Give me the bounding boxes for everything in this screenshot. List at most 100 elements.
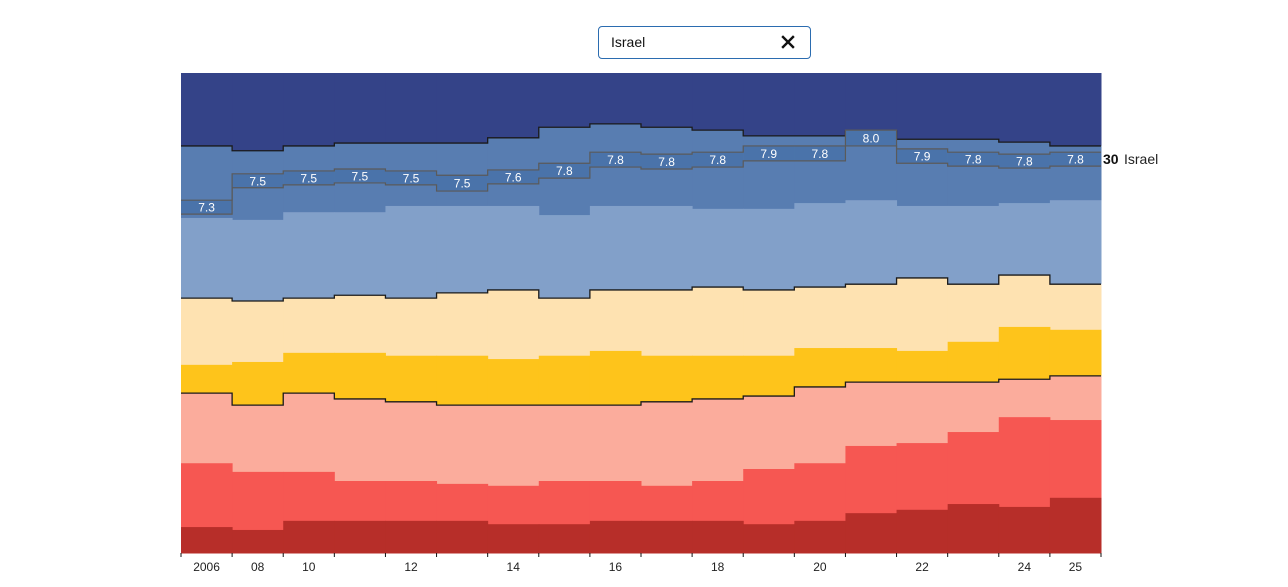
band-5-segment	[538, 355, 591, 406]
highlight-bottom-line	[181, 145, 1101, 215]
band-6-segment	[589, 405, 642, 482]
band-1-segment	[385, 73, 438, 144]
highlight-top-line	[181, 129, 1101, 201]
highlight-band-segment	[334, 169, 386, 183]
band-2-segment	[998, 142, 1051, 204]
band-3-segment	[487, 205, 540, 291]
band-1-segment	[743, 73, 795, 137]
boundary-line	[181, 375, 1101, 406]
band-8-segment	[641, 520, 693, 554]
highlight-value-label: 7.8	[812, 147, 829, 161]
end-label-rank: 30	[1103, 151, 1119, 167]
band-8-segment	[487, 524, 540, 554]
highlight-band-segment	[743, 145, 795, 161]
band-6-segment	[1049, 375, 1102, 421]
highlight-value-label: 7.9	[914, 150, 931, 164]
band-1-segment	[641, 73, 693, 128]
band-8-segment	[947, 504, 1000, 554]
band-1-segment	[998, 73, 1051, 143]
highlight-band-segment	[181, 200, 233, 215]
band-3-segment	[692, 208, 744, 288]
band-5-segment	[283, 352, 335, 394]
band-7-segment	[896, 443, 949, 511]
band-7-segment	[641, 485, 693, 522]
band-1-segment	[845, 73, 898, 132]
x-tick-label: 10	[302, 560, 316, 574]
band-4-segment	[845, 284, 898, 349]
band-7-segment	[845, 445, 898, 514]
search-input[interactable]	[611, 27, 771, 58]
close-icon-glyph	[781, 35, 795, 49]
band-3-segment	[794, 203, 846, 288]
band-7-segment	[334, 481, 386, 522]
band-7-segment	[947, 432, 1000, 505]
highlight-value-label: 7.6	[505, 170, 522, 184]
highlight-value-label: 7.8	[658, 155, 675, 169]
band-8-segment	[998, 506, 1051, 554]
highlight-band-segment	[947, 152, 999, 167]
highlight-band-segment	[589, 152, 641, 168]
band-8-segment	[896, 509, 949, 554]
band-1-segment	[589, 73, 642, 125]
band-6-segment	[896, 382, 949, 444]
band-7-segment	[538, 481, 591, 525]
band-7-segment	[385, 481, 438, 522]
band-3-segment	[538, 215, 591, 299]
band-2-segment	[947, 139, 1000, 207]
band-8-segment	[283, 520, 335, 554]
highlight-band-segment	[998, 154, 1050, 169]
band-4-segment	[998, 275, 1051, 328]
band-8-segment	[1049, 497, 1102, 554]
highlight-value-label: 7.5	[249, 174, 266, 188]
boundary-lines	[181, 123, 1101, 406]
band-5-segment	[334, 352, 386, 400]
band-3-segment	[181, 217, 233, 299]
band-8-segment	[334, 520, 386, 554]
highlight-band-segment	[487, 169, 539, 184]
band-5-segment	[743, 355, 795, 397]
highlight-band-segment	[1049, 152, 1101, 167]
band-1-segment	[334, 73, 386, 144]
band-4-segment	[334, 295, 386, 354]
band-5-segment	[232, 361, 284, 406]
highlight-band-segment	[385, 170, 437, 185]
x-tick-label: 12	[404, 560, 418, 574]
band-6-segment	[334, 398, 386, 482]
band-2-segment	[692, 130, 744, 210]
band-4-segment	[896, 277, 949, 352]
boundary-line	[181, 123, 1101, 152]
band-1-segment	[232, 73, 284, 152]
x-tick-label: 24	[1018, 560, 1032, 574]
boundary-line	[181, 274, 1101, 302]
band-5-segment	[385, 355, 438, 403]
highlight-band-segment	[692, 152, 744, 168]
highlight-band-segment	[436, 175, 488, 192]
band-4-segment	[436, 292, 489, 357]
band-8-segment	[692, 520, 744, 554]
band-6-segment	[538, 405, 591, 482]
close-icon[interactable]	[780, 34, 796, 50]
band-3-segment	[998, 203, 1051, 276]
band-3-segment	[845, 200, 898, 285]
band-3-segment	[436, 205, 489, 294]
highlight-value-label: 7.5	[454, 177, 471, 191]
x-tick-label: 18	[711, 560, 725, 574]
band-7-segment	[487, 485, 540, 525]
band-4-segment	[641, 289, 693, 357]
band-8-segment	[845, 513, 898, 554]
band-5-segment	[947, 341, 1000, 383]
band-4-segment	[232, 301, 284, 363]
country-search[interactable]	[598, 26, 811, 59]
band-7-segment	[589, 481, 642, 522]
highlight-series: 7.3 7.5 7.5 7.5 7.5 7.5 7.6 7.8 7.8 7.8 7.8 7.9 7.8 8…	[181, 129, 1101, 215]
band-7-segment	[743, 469, 795, 525]
x-tick-label: 2006	[193, 560, 220, 574]
band-3-segment	[1049, 200, 1102, 285]
band-1-segment	[283, 73, 335, 147]
band-8-segment	[538, 524, 591, 554]
highlight-value-label: 7.5	[300, 171, 317, 185]
band-3-segment	[947, 205, 1000, 285]
band-5-segment	[181, 364, 233, 394]
band-8-segment	[181, 527, 233, 554]
band-1-segment	[436, 73, 489, 144]
